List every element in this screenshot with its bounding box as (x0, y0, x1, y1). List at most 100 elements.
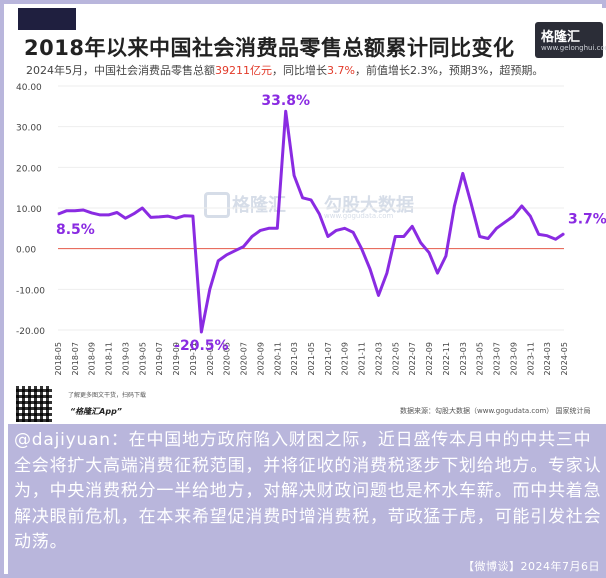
x-tick-label: 2019-05 (138, 342, 147, 375)
data-label: 33.8% (261, 93, 310, 109)
post-text: @dajiyuan：在中国地方政府陷入财困之际，近日盛传本月中的中共三中全会将扩… (14, 430, 602, 552)
data-point (167, 215, 169, 217)
data-point (91, 212, 93, 214)
data-point (108, 214, 110, 216)
x-tick-label: 2023-09 (509, 342, 518, 375)
line-chart: 40.00 30.00 20.00 10.00 0.00 -10.00 -20.00 2018… (16, 83, 606, 375)
y-tick-label: 40.00 (16, 83, 42, 93)
corner-block (18, 8, 76, 30)
y-tick-label: 30.00 (16, 124, 42, 134)
data-point (403, 235, 405, 237)
data-point (563, 233, 565, 235)
chart-panel: 2018年以来中国社会消费品零售总额累计同比变化 2024年5月，中国社会消费品… (8, 8, 606, 424)
data-label: 8.5% (56, 222, 95, 238)
data-point (217, 260, 219, 262)
data-point (133, 213, 135, 215)
data-point (512, 215, 514, 217)
data-point (124, 217, 126, 219)
data-point (192, 215, 194, 217)
post-panel: @dajiyuan：在中国地方政府陷入财困之际，近日盛传本月中的中共三中全会将扩… (8, 424, 606, 578)
data-point (555, 238, 557, 240)
x-tick-label: 2022-03 (374, 342, 383, 375)
x-tick-label: 2023-05 (476, 342, 485, 375)
data-point (82, 209, 84, 211)
data-point (521, 205, 523, 207)
data-point (276, 227, 278, 229)
data-point (420, 242, 422, 244)
data-point (259, 229, 261, 231)
brand-logo-url: www.gelonghui.com (541, 44, 606, 52)
watermark-brand2: 勾股大数据 (324, 195, 414, 216)
x-tick-label: 2024-05 (560, 342, 569, 375)
data-point (175, 217, 177, 219)
x-tick-label: 2018-05 (54, 342, 63, 375)
app-hint: 了解更多图文干货，扫码下载 (68, 392, 147, 399)
y-tick-label: -10.00 (16, 286, 45, 296)
subtitle-suffix: ，前值增长2.3%，预期3%，超预期。 (354, 64, 544, 77)
data-label: -20.5% (174, 338, 228, 354)
subtitle-prefix: 2024年5月，中国社会消费品零售总额 (26, 64, 215, 77)
x-tick-label: 2020-03 (206, 342, 215, 375)
x-tick-label: 2021-11 (358, 342, 367, 375)
data-point (529, 215, 531, 217)
x-tick-label: 2022-09 (425, 342, 434, 375)
app-name: “格隆汇App” (70, 407, 122, 416)
data-point (141, 207, 143, 209)
data-point (344, 227, 346, 229)
qr-code-image (16, 386, 52, 422)
data-point (285, 110, 287, 112)
data-point (184, 215, 185, 217)
data-point (116, 211, 118, 213)
x-tick-label: 2022-11 (442, 342, 451, 375)
data-point (318, 213, 320, 215)
chart-subtitle: 2024年5月，中国社会消费品零售总额39211亿元，同比增长3.7%，前值增长… (26, 62, 543, 78)
data-point (394, 235, 396, 237)
data-label: 3.7% (568, 212, 606, 228)
data-point (200, 331, 202, 333)
x-tick-label: 2019-07 (155, 342, 164, 375)
data-point (327, 235, 329, 237)
chart-title: 2018年以来中国社会消费品零售总额累计同比变化 (24, 36, 515, 60)
subtitle-mid: ，同比增长 (272, 64, 327, 77)
data-point (546, 235, 548, 237)
x-tick-label: 2023-07 (493, 342, 502, 375)
brand-logo: 格隆汇 www.gelonghui.com (535, 22, 606, 58)
x-tick-label: 2023-11 (526, 342, 535, 375)
data-point (445, 255, 447, 257)
x-tick-label: 2021-09 (341, 342, 350, 375)
post-meta: 【微博谈】2024年7月6日 (463, 560, 600, 573)
data-point (462, 172, 464, 174)
data-point (352, 231, 354, 233)
series-line (57, 109, 565, 334)
data-point (538, 233, 540, 235)
data-point (496, 227, 498, 229)
data-point (209, 288, 211, 290)
watermark-brand: 格隆汇 (232, 195, 286, 216)
data-point (251, 235, 253, 237)
data-point (99, 214, 101, 216)
watermark-url: www.gogudata.com (324, 212, 394, 220)
data-point (504, 221, 506, 223)
x-tick-label: 2020-05 (223, 342, 232, 375)
y-tick-label: 20.00 (16, 164, 42, 174)
data-point (74, 210, 76, 212)
qr-code (16, 386, 56, 422)
data-point (268, 227, 270, 229)
data-point (361, 248, 363, 250)
y-tick-label: -20.00 (16, 327, 45, 337)
x-tick-label: 2022-05 (391, 342, 400, 375)
y-tick-label: 0.00 (16, 246, 36, 256)
data-point (57, 213, 59, 215)
x-tick-label: 2018-11 (105, 342, 114, 375)
data-point (453, 205, 455, 207)
x-tick-label: 2021-03 (290, 342, 299, 375)
x-tick-label: 2022-07 (408, 342, 417, 375)
data-point (470, 203, 472, 205)
x-tick-label: 2021-07 (324, 342, 333, 375)
x-tick-label: 2021-05 (307, 342, 316, 375)
data-point (335, 229, 337, 231)
brand-logo-name: 格隆汇 (541, 30, 581, 45)
data-point (487, 238, 489, 239)
x-tick-label: 2019-09 (172, 342, 181, 375)
